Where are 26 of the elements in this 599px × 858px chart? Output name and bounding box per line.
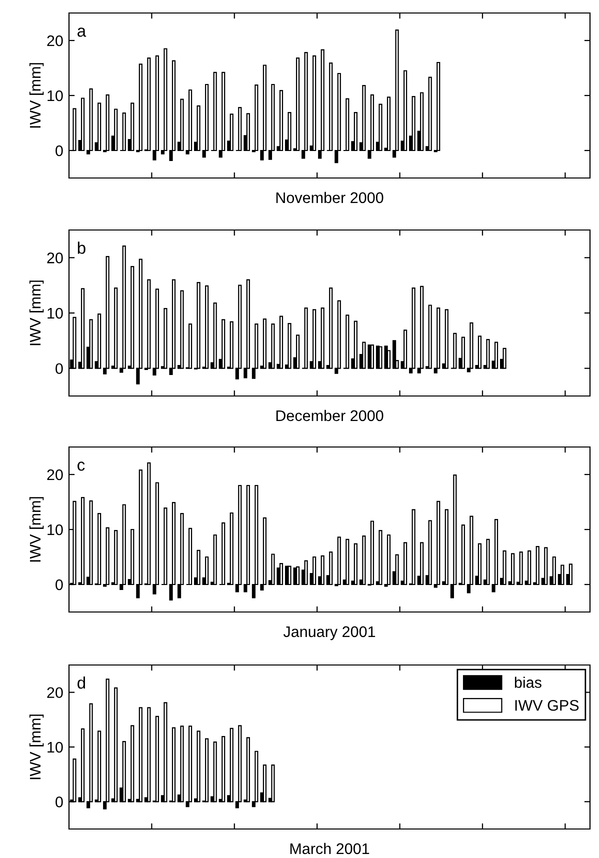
x-axis-title: March 2001 (290, 842, 370, 854)
y-axis-title: IWV [mm] (29, 497, 44, 562)
y-tick-label: 20 (47, 35, 63, 46)
y-axis-title: IWV [mm] (29, 280, 44, 346)
y-tick-label: 10 (48, 308, 63, 319)
y-axis-title: IWV [mm] (29, 714, 44, 780)
y-axis-title: IWV [mm] (29, 63, 44, 128)
y-tick-label: 10 (48, 742, 63, 753)
annotation: d (78, 676, 86, 689)
y-tick-label: 0 (56, 796, 63, 808)
y-tick-label: 20 (47, 687, 63, 698)
annotation: b (78, 242, 86, 254)
annotation: a (78, 28, 86, 37)
x-axis-title: November 2000 (276, 192, 384, 204)
y-tick-label: 20 (47, 469, 63, 480)
legend-label: bias (514, 676, 542, 688)
y-tick-label: 20 (47, 252, 63, 264)
y-tick-label: 0 (56, 579, 63, 590)
annotation: c (78, 462, 85, 471)
y-tick-label: 0 (56, 145, 63, 156)
x-axis-title: December 2000 (276, 410, 384, 422)
y-tick-label: 10 (48, 524, 63, 536)
y-tick-label: 0 (56, 363, 63, 374)
y-tick-label: 10 (48, 90, 63, 102)
x-axis-title: January 2001 (283, 626, 376, 640)
legend-label: IWV GPS (515, 700, 579, 711)
